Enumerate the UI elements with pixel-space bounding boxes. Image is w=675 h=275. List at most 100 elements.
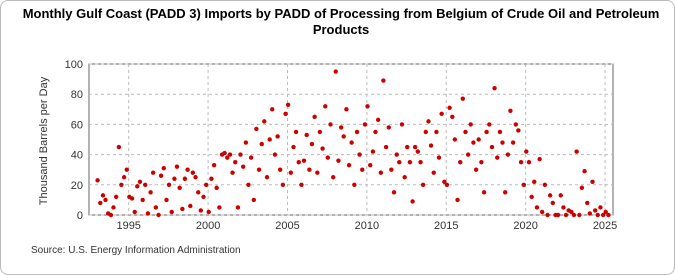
data-point bbox=[434, 129, 439, 135]
data-point bbox=[108, 212, 114, 218]
data-point bbox=[230, 170, 235, 175]
data-point bbox=[431, 170, 436, 175]
data-point bbox=[254, 126, 259, 132]
data-point bbox=[293, 129, 299, 135]
data-point bbox=[539, 209, 545, 215]
data-point bbox=[439, 111, 444, 117]
data-point bbox=[468, 122, 473, 127]
data-point bbox=[177, 185, 182, 191]
data-point bbox=[473, 167, 479, 172]
data-point bbox=[312, 114, 317, 120]
data-point bbox=[156, 212, 161, 218]
data-point bbox=[272, 152, 278, 157]
data-point bbox=[415, 149, 421, 154]
data-point bbox=[270, 107, 275, 112]
data-point bbox=[412, 144, 418, 150]
chart-title: Monthly Gulf Coast (PADD 3) Imports by P… bbox=[22, 6, 660, 37]
data-point bbox=[267, 137, 272, 142]
data-point bbox=[317, 129, 323, 135]
data-point bbox=[124, 167, 129, 172]
data-point bbox=[595, 212, 600, 218]
data-point bbox=[203, 182, 209, 187]
x-tick-label: 2005 bbox=[275, 220, 299, 232]
data-point bbox=[357, 152, 362, 157]
data-point bbox=[428, 143, 434, 148]
data-point bbox=[571, 212, 577, 218]
data-point bbox=[508, 108, 513, 114]
data-point bbox=[331, 175, 336, 180]
data-point bbox=[323, 104, 328, 109]
data-point bbox=[603, 209, 608, 215]
data-point bbox=[346, 162, 352, 168]
data-point bbox=[129, 196, 135, 201]
data-point bbox=[201, 194, 206, 200]
data-point bbox=[277, 167, 283, 172]
data-point bbox=[193, 175, 198, 180]
y-tick-label: 80 bbox=[71, 89, 83, 101]
data-point bbox=[442, 179, 447, 184]
data-point bbox=[121, 175, 127, 180]
data-point bbox=[399, 122, 405, 127]
data-point bbox=[150, 170, 156, 175]
data-point bbox=[550, 200, 556, 206]
y-axis-label: Thousand Barrels per Day bbox=[38, 76, 50, 205]
data-point bbox=[217, 205, 222, 210]
data-point bbox=[262, 119, 267, 124]
data-point bbox=[574, 149, 579, 154]
data-point bbox=[521, 182, 526, 187]
data-point bbox=[378, 170, 384, 175]
data-point bbox=[500, 140, 505, 145]
data-point bbox=[283, 111, 288, 117]
data-point bbox=[386, 125, 391, 130]
x-tick-label: 1995 bbox=[116, 220, 140, 232]
data-point bbox=[291, 144, 296, 150]
data-point bbox=[444, 182, 450, 187]
data-point bbox=[542, 182, 548, 187]
data-point bbox=[569, 209, 574, 215]
data-point bbox=[338, 125, 344, 130]
data-point bbox=[497, 129, 503, 135]
data-point bbox=[235, 205, 241, 210]
data-point bbox=[481, 190, 487, 195]
data-point bbox=[98, 200, 103, 206]
plot-frame bbox=[88, 63, 614, 216]
data-point bbox=[188, 203, 193, 209]
data-point bbox=[164, 197, 169, 203]
data-point bbox=[211, 162, 217, 168]
data-point bbox=[103, 197, 108, 203]
data-point bbox=[365, 104, 370, 109]
data-point bbox=[190, 170, 196, 175]
data-point bbox=[360, 167, 365, 172]
data-point bbox=[180, 206, 185, 212]
data-point bbox=[513, 122, 519, 127]
data-point bbox=[145, 211, 151, 216]
data-point bbox=[426, 119, 431, 124]
data-point bbox=[516, 128, 521, 133]
data-point bbox=[370, 149, 376, 154]
data-point bbox=[373, 129, 378, 135]
data-point bbox=[304, 132, 309, 138]
data-point bbox=[471, 140, 476, 145]
data-point bbox=[489, 144, 495, 150]
data-point bbox=[166, 182, 172, 187]
x-tick-label: 2010 bbox=[355, 220, 379, 232]
data-point bbox=[397, 159, 402, 165]
data-point bbox=[259, 141, 264, 147]
data-point bbox=[394, 152, 399, 157]
y-tick-label: 0 bbox=[77, 210, 83, 222]
data-point bbox=[315, 170, 320, 175]
data-point bbox=[320, 146, 325, 151]
x-tick-label: 2020 bbox=[513, 220, 537, 232]
data-point bbox=[248, 155, 254, 160]
data-point bbox=[534, 205, 540, 210]
y-tick-label: 60 bbox=[71, 119, 83, 131]
data-point bbox=[309, 141, 315, 147]
data-point bbox=[132, 209, 137, 215]
data-point bbox=[214, 185, 219, 191]
data-point bbox=[251, 197, 257, 203]
data-point bbox=[582, 169, 587, 174]
data-point bbox=[410, 199, 415, 204]
data-point bbox=[222, 150, 227, 156]
data-point bbox=[95, 178, 100, 183]
data-point bbox=[487, 122, 492, 127]
